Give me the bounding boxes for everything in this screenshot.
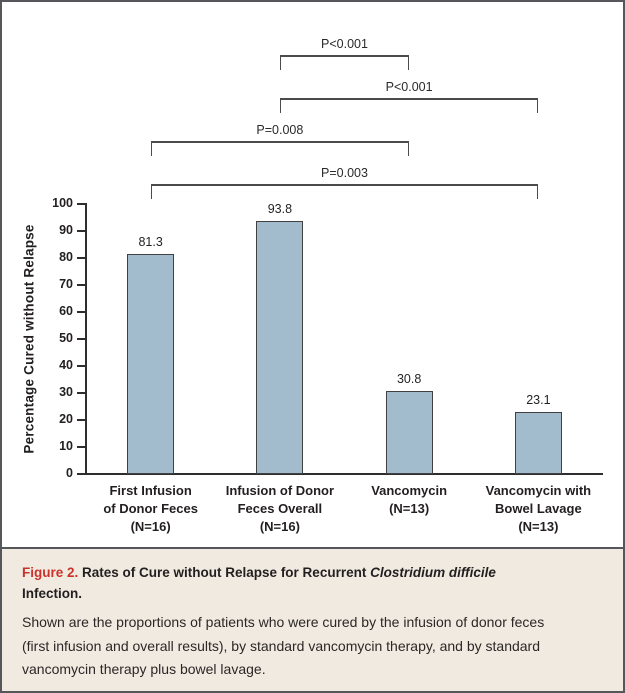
significance-bracket — [150, 141, 410, 143]
significance-bracket — [150, 184, 539, 186]
y-axis-tick — [77, 203, 86, 205]
p-value-label: P=0.003 — [321, 166, 368, 180]
bar-value-label: 93.8 — [267, 201, 293, 216]
y-axis-tick-label: 60 — [59, 304, 73, 318]
bar — [256, 220, 304, 474]
significance-bracket-end — [279, 98, 282, 113]
caption-panel: Figure 2. Rates of Cure without Relapse … — [2, 547, 623, 691]
y-axis-tick-label: 0 — [66, 466, 73, 480]
significance-bracket-end — [536, 98, 539, 113]
y-axis-tick — [77, 419, 86, 421]
figure-number-label: Figure 2. — [22, 565, 79, 580]
caption-title-main: Rates of Cure without Relapse for Recurr… — [82, 565, 367, 580]
significance-bracket-end — [407, 55, 410, 70]
y-axis-tick — [77, 365, 86, 367]
y-axis-tick-label: 100 — [52, 196, 73, 210]
p-value-label: P=0.008 — [256, 123, 304, 137]
y-axis-tick — [77, 473, 86, 475]
y-axis-tick — [77, 284, 86, 286]
x-category-label: Vancomycin (N=13) — [371, 483, 448, 516]
bar-value-label: 23.1 — [526, 392, 551, 407]
p-value-label: P<0.001 — [385, 80, 433, 94]
y-axis-line — [85, 203, 87, 475]
significance-bracket — [279, 98, 539, 100]
y-axis-tick-label: 10 — [59, 439, 73, 453]
y-axis-tick-label: 50 — [59, 331, 73, 345]
x-category-label: Infusion of Donor Feces Overall (N=16) — [225, 483, 335, 534]
caption-title-italic: Clostridium difficile — [370, 565, 496, 580]
y-axis-tick-label: 80 — [59, 250, 73, 264]
y-axis-tick — [77, 311, 86, 313]
y-axis-tick-label: 40 — [59, 358, 73, 372]
significance-bracket-end — [536, 184, 539, 199]
significance-bracket — [279, 55, 410, 57]
y-axis-tick — [77, 446, 86, 448]
bar-value-label: 81.3 — [138, 235, 163, 250]
y-axis-tick — [77, 338, 86, 340]
x-category-label: Vancomycin with Bowel Lavage (N=13) — [485, 483, 592, 534]
y-axis-tick-label: 90 — [59, 223, 73, 237]
significance-bracket-end — [150, 141, 153, 156]
significance-bracket-end — [407, 141, 410, 156]
x-axis-line — [85, 473, 603, 475]
bar-value-label: 30.8 — [396, 371, 422, 386]
x-category-label: First Infusion of Donor Feces (N=16) — [103, 483, 198, 534]
bar — [385, 390, 433, 474]
y-axis-tick — [77, 230, 86, 232]
p-value-label: P<0.001 — [321, 37, 368, 51]
caption-body: Shown are the proportions of patients wh… — [22, 614, 545, 677]
significance-bracket-end — [279, 55, 282, 70]
caption-title-line1: Figure 2. Rates of Cure without Relapse … — [22, 565, 496, 580]
y-axis-tick-label: 30 — [59, 385, 73, 399]
caption-title: Figure 2. Rates of Cure without Relapse … — [22, 562, 607, 604]
y-axis-title: Percentage Cured without Relapse — [21, 224, 37, 454]
y-axis-tick — [77, 392, 86, 394]
bar-chart: Percentage Cured without Relapse 0 10 20 30… — [2, 2, 623, 547]
bar — [514, 411, 562, 474]
significance-bracket-end — [150, 184, 153, 199]
y-axis-tick-label: 20 — [59, 412, 73, 426]
y-axis-tick-label: 70 — [59, 277, 73, 291]
y-axis-tick — [77, 257, 86, 259]
caption-title-end: Infection. — [22, 586, 82, 601]
bar — [127, 254, 175, 474]
